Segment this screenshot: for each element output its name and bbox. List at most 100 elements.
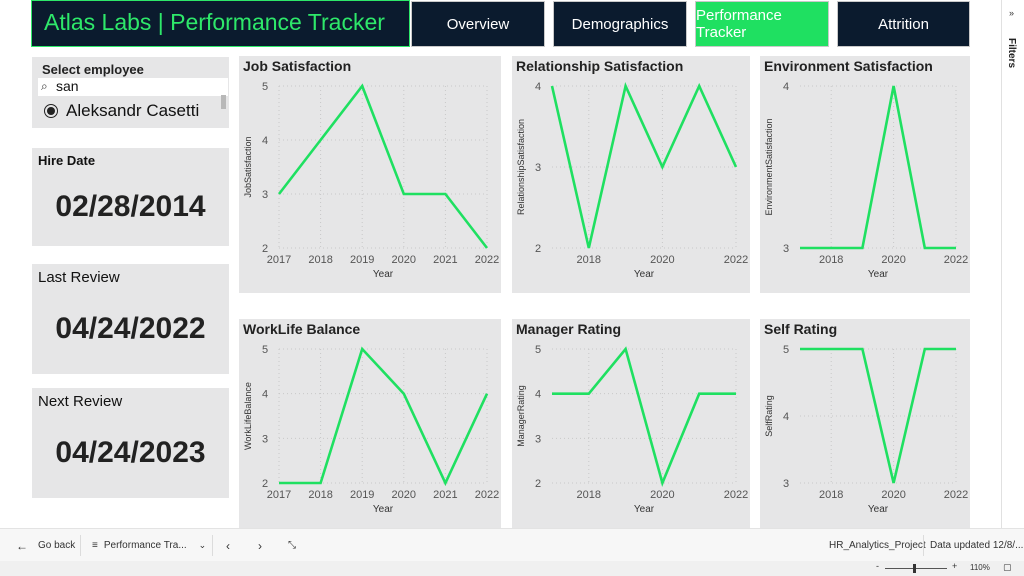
filters-label[interactable]: Filters	[1006, 38, 1017, 69]
list-icon: ≡	[92, 540, 98, 551]
slicer-option[interactable]: Aleksandr Casetti	[44, 101, 199, 121]
series-line[interactable]	[277, 83, 489, 249]
chart-plot: 2 3 4 5 2017 2018 2019 2020 2021 2022 Year WorkLife…	[243, 344, 499, 515]
report-name[interactable]: HR_Analytics_Project	[829, 540, 926, 551]
data-point[interactable]	[659, 480, 665, 486]
x-tick-label: 2022	[475, 489, 499, 501]
y-tick-label: 4	[535, 81, 541, 93]
chart-relationship-satisfaction[interactable]: Relationship Satisfaction 2 3 4 2018 2020 202…	[512, 56, 750, 293]
series-line[interactable]	[552, 346, 736, 488]
y-axis-title: RelationshipSatisfaction	[516, 119, 526, 215]
y-axis-title: SelfRating	[764, 395, 774, 437]
x-tick-label: 2019	[350, 489, 374, 501]
page-selector[interactable]: ≡ Performance Tra... ⌄	[92, 529, 208, 562]
go-back-button[interactable]: ← Go back	[16, 529, 75, 562]
data-point[interactable]	[733, 164, 739, 170]
zoom-out-button[interactable]: -	[876, 561, 879, 571]
data-point[interactable]	[696, 83, 702, 89]
x-axis-title: Year	[634, 504, 655, 515]
data-point[interactable]	[859, 245, 865, 251]
data-point[interactable]	[586, 245, 592, 251]
divider	[80, 535, 81, 556]
data-point[interactable]	[442, 480, 448, 486]
series-line[interactable]	[800, 347, 956, 484]
data-point[interactable]	[401, 391, 407, 397]
data-point[interactable]	[484, 245, 490, 251]
fit-page-icon[interactable]: ▢	[1003, 562, 1012, 572]
data-point[interactable]	[922, 245, 928, 251]
x-axis-title: Year	[868, 269, 889, 280]
chart-self-rating[interactable]: Self Rating 3 4 5 2018 2020 2022 Year SelfRatin…	[760, 319, 970, 528]
data-point[interactable]	[922, 346, 928, 352]
tab-attrition[interactable]: Attrition	[837, 1, 970, 47]
y-tick-label: 5	[535, 344, 541, 356]
data-point[interactable]	[359, 83, 365, 89]
zoom-in-button[interactable]: +	[952, 561, 958, 571]
tab-demographics[interactable]: Demographics	[553, 1, 687, 47]
filters-pane[interactable]: » Filters	[1001, 0, 1024, 528]
y-tick-label: 4	[535, 389, 541, 401]
data-point[interactable]	[318, 137, 324, 143]
zoom-slider-track[interactable]	[885, 568, 947, 569]
y-tick-label: 2	[262, 243, 268, 255]
chart-plot: 2 3 4 5 2017 2018 2019 2020 2021 2022 Year JobSatis…	[243, 81, 499, 280]
chart-title: Environment Satisfaction	[764, 58, 933, 74]
hire-date-value: 02/28/2014	[55, 190, 206, 223]
zoom-slider-handle[interactable]	[913, 564, 916, 573]
chart-worklife-balance[interactable]: WorkLife Balance 2 3 4 5 2017 2018 2019 2020 202…	[239, 319, 501, 528]
bottom-bar: ← Go back ≡ Performance Tra... ⌄ ‹ › ⤡ H…	[0, 528, 1024, 561]
data-point[interactable]	[623, 83, 629, 89]
data-point[interactable]	[828, 245, 834, 251]
radio-selected-icon[interactable]	[44, 104, 58, 118]
data-point[interactable]	[696, 391, 702, 397]
tab-overview[interactable]: Overview	[411, 1, 545, 47]
x-axis-title: Year	[868, 504, 889, 515]
slicer-scrollbar[interactable]	[221, 95, 226, 109]
data-point[interactable]	[891, 83, 897, 89]
slicer-search-input[interactable]: ⌕ san	[38, 78, 228, 96]
data-point[interactable]	[276, 480, 282, 486]
data-point[interactable]	[659, 164, 665, 170]
y-tick-label: 4	[262, 389, 268, 401]
data-updated: Data updated 12/8/...	[930, 540, 1024, 551]
chart-title: Manager Rating	[516, 321, 622, 337]
series-line[interactable]	[279, 346, 489, 487]
expand-button[interactable]: ⤡	[288, 529, 296, 562]
data-point[interactable]	[859, 346, 865, 352]
series-line[interactable]	[800, 85, 956, 250]
data-point[interactable]	[549, 391, 555, 397]
data-point[interactable]	[484, 391, 490, 397]
series-line[interactable]	[550, 81, 738, 249]
tab-performance-tracker[interactable]: Performance Tracker	[695, 1, 829, 47]
data-point[interactable]	[623, 346, 629, 352]
data-point[interactable]	[953, 245, 959, 251]
status-bar: - + 110% ▢	[0, 561, 1024, 576]
chevron-right-icon: ›	[258, 538, 262, 553]
expand-icon: ⤡	[288, 540, 296, 551]
data-point[interactable]	[733, 391, 739, 397]
data-point[interactable]	[318, 480, 324, 486]
data-point[interactable]	[797, 346, 803, 352]
data-point[interactable]	[953, 346, 959, 352]
chevron-collapse-icon[interactable]: »	[1009, 8, 1015, 18]
data-point[interactable]	[276, 191, 282, 197]
chart-environment-satisfaction[interactable]: Environment Satisfaction 3 4 2018 2020 2022 Y…	[760, 56, 970, 293]
data-point[interactable]	[549, 83, 555, 89]
x-tick-label: 2020	[650, 489, 674, 501]
data-point[interactable]	[359, 346, 365, 352]
data-point[interactable]	[797, 245, 803, 251]
data-point[interactable]	[828, 346, 834, 352]
y-tick-label: 3	[535, 433, 541, 445]
chart-manager-rating[interactable]: Manager Rating 2 3 4 5 2018 2020 2022 Year Manag…	[512, 319, 750, 528]
data-point[interactable]	[442, 191, 448, 197]
x-tick-label: 2020	[392, 489, 416, 501]
next-page-button[interactable]: ›	[258, 529, 262, 562]
data-point[interactable]	[891, 480, 897, 486]
y-tick-label: 3	[783, 478, 789, 490]
last-review-value: 04/24/2022	[55, 312, 206, 345]
data-point[interactable]	[401, 191, 407, 197]
previous-page-button[interactable]: ‹	[226, 529, 230, 562]
y-axis-title: WorkLifeBalance	[243, 382, 253, 450]
data-point[interactable]	[586, 391, 592, 397]
chart-job-satisfaction[interactable]: Job Satisfaction 2 3 4 5 2017 2018 2019 2020 202…	[239, 56, 501, 293]
